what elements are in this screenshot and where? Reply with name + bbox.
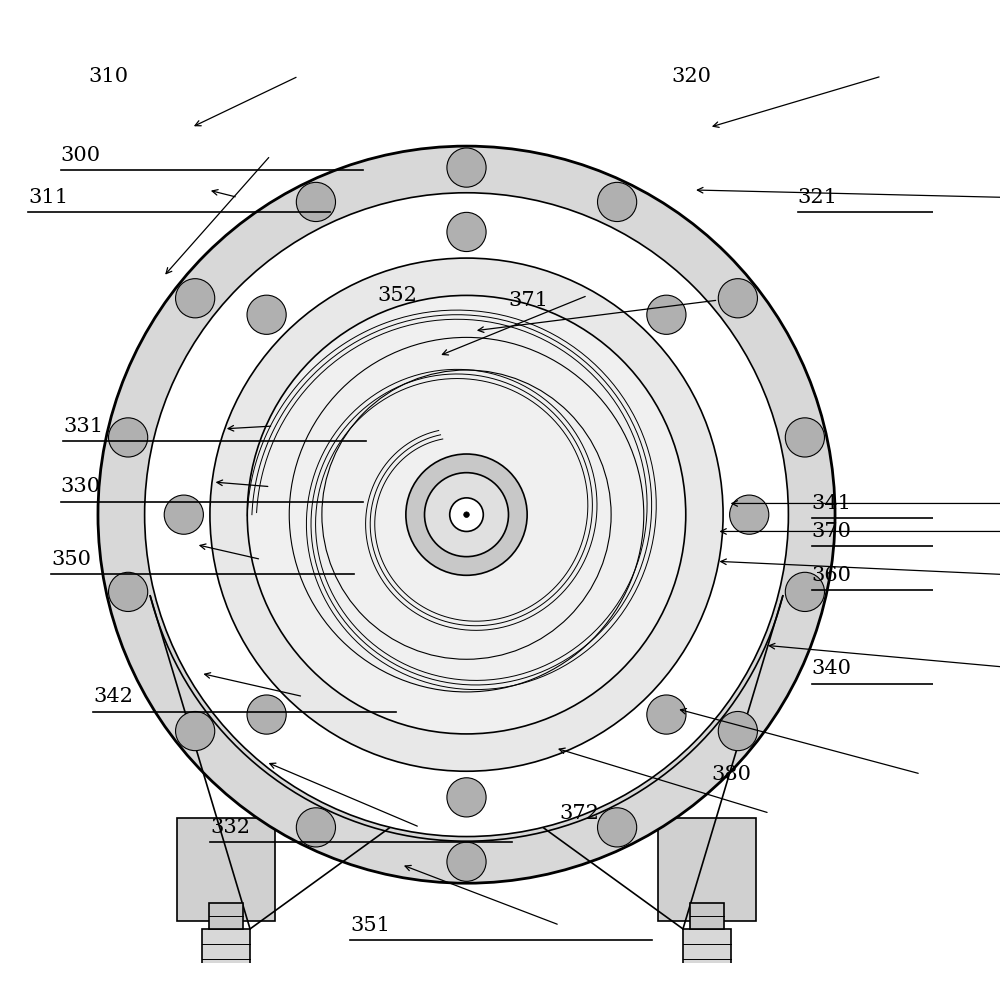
Circle shape (785, 572, 824, 611)
Text: 370: 370 (812, 522, 852, 541)
Text: 310: 310 (89, 66, 129, 85)
Circle shape (598, 807, 637, 847)
Circle shape (296, 807, 336, 847)
Text: 352: 352 (378, 286, 418, 305)
Circle shape (647, 695, 686, 734)
Polygon shape (177, 817, 275, 921)
Text: 321: 321 (798, 187, 838, 207)
Text: 342: 342 (93, 687, 133, 706)
Circle shape (718, 279, 757, 317)
Circle shape (176, 279, 215, 317)
Text: 320: 320 (672, 66, 712, 85)
Circle shape (164, 495, 203, 535)
Circle shape (730, 495, 769, 535)
Text: 372: 372 (560, 804, 600, 822)
Text: 360: 360 (812, 565, 852, 585)
Text: 350: 350 (51, 550, 91, 569)
Text: 300: 300 (61, 146, 101, 165)
Circle shape (447, 148, 486, 187)
Circle shape (647, 296, 686, 334)
Circle shape (447, 778, 486, 817)
Circle shape (145, 192, 788, 836)
Circle shape (718, 711, 757, 751)
Circle shape (785, 418, 824, 457)
FancyBboxPatch shape (209, 903, 243, 929)
Circle shape (210, 258, 723, 771)
Circle shape (247, 296, 286, 334)
Text: 340: 340 (812, 659, 852, 679)
Circle shape (109, 572, 148, 611)
FancyBboxPatch shape (690, 903, 724, 929)
Circle shape (447, 212, 486, 252)
Circle shape (98, 146, 835, 883)
Circle shape (109, 418, 148, 457)
Circle shape (450, 498, 483, 532)
Text: 332: 332 (210, 817, 250, 836)
Text: 371: 371 (508, 291, 548, 310)
Circle shape (176, 711, 215, 751)
Text: 311: 311 (28, 187, 68, 207)
Text: 351: 351 (350, 916, 390, 934)
Polygon shape (150, 582, 783, 841)
Circle shape (296, 183, 336, 221)
FancyBboxPatch shape (202, 929, 250, 992)
Text: 380: 380 (711, 765, 751, 784)
Circle shape (447, 842, 486, 881)
Circle shape (406, 454, 527, 575)
Circle shape (247, 296, 686, 734)
Circle shape (247, 695, 286, 734)
Text: 330: 330 (61, 477, 101, 496)
Polygon shape (658, 817, 756, 921)
Text: 331: 331 (63, 417, 104, 435)
FancyBboxPatch shape (683, 929, 731, 992)
Circle shape (598, 183, 637, 221)
Text: 341: 341 (812, 494, 852, 513)
Circle shape (464, 512, 469, 518)
Circle shape (425, 472, 508, 557)
